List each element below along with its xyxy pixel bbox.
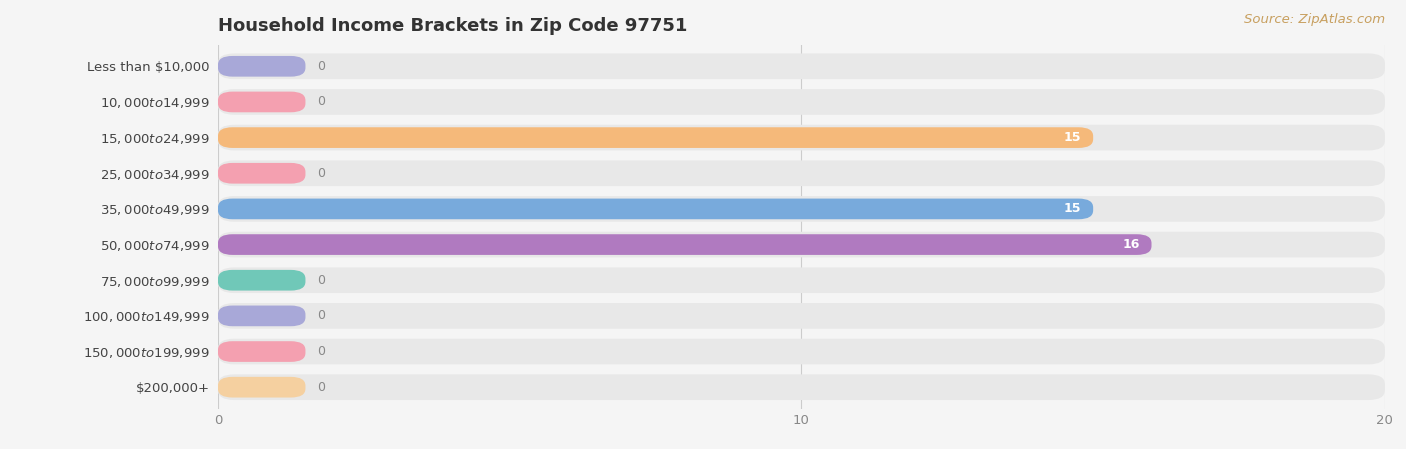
Text: 0: 0 [318, 167, 325, 180]
FancyBboxPatch shape [218, 341, 305, 362]
Text: 0: 0 [318, 60, 325, 73]
Text: 0: 0 [318, 309, 325, 322]
FancyBboxPatch shape [218, 198, 1094, 219]
Text: Source: ZipAtlas.com: Source: ZipAtlas.com [1244, 13, 1385, 26]
Text: Household Income Brackets in Zip Code 97751: Household Income Brackets in Zip Code 97… [218, 17, 688, 35]
FancyBboxPatch shape [218, 53, 1385, 79]
Text: 16: 16 [1122, 238, 1140, 251]
Text: 0: 0 [318, 96, 325, 109]
FancyBboxPatch shape [218, 377, 305, 397]
FancyBboxPatch shape [218, 127, 1094, 148]
FancyBboxPatch shape [218, 303, 1385, 329]
FancyBboxPatch shape [218, 163, 305, 184]
FancyBboxPatch shape [218, 89, 1385, 115]
FancyBboxPatch shape [218, 374, 1385, 400]
Text: 15: 15 [1064, 131, 1081, 144]
FancyBboxPatch shape [218, 268, 1385, 293]
Text: 0: 0 [318, 274, 325, 287]
FancyBboxPatch shape [218, 305, 305, 326]
FancyBboxPatch shape [218, 160, 1385, 186]
FancyBboxPatch shape [218, 196, 1385, 222]
Text: 0: 0 [318, 381, 325, 394]
FancyBboxPatch shape [218, 234, 1152, 255]
FancyBboxPatch shape [218, 270, 305, 291]
FancyBboxPatch shape [218, 339, 1385, 365]
FancyBboxPatch shape [218, 232, 1385, 257]
FancyBboxPatch shape [218, 92, 305, 112]
Text: 0: 0 [318, 345, 325, 358]
FancyBboxPatch shape [218, 125, 1385, 150]
FancyBboxPatch shape [218, 56, 305, 77]
Text: 15: 15 [1064, 202, 1081, 216]
